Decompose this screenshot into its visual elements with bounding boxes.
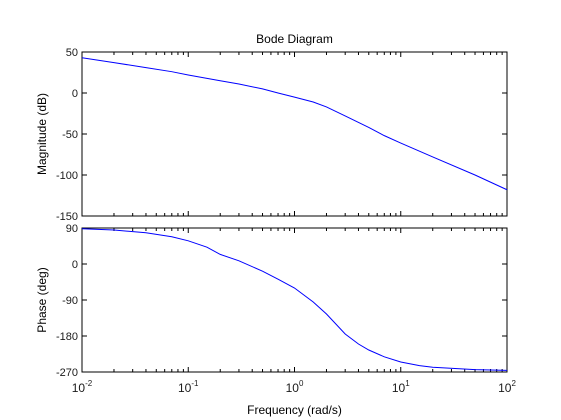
y-tick-label: -50 [62,129,78,141]
phase-plot-area [81,227,508,373]
phase-panel: 90 0 -90 -180 -270 Phase (deg) [35,223,508,379]
phase-series-line [81,228,508,371]
y-tick-label: -150 [56,211,78,223]
y-tick-label: -100 [56,170,78,182]
y-tick-label: 0 [72,88,78,100]
magnitude-panel: 50 0 -50 -100 -150 Magnitude (dB) [35,47,508,223]
magnitude-series-line [81,57,508,191]
x-tick-label: 10-1 [178,379,199,395]
phase-axis-label: Phase (deg) [35,267,49,332]
x-tick-label: 101 [392,379,410,395]
x-axis-label: Frequency (rad/s) [247,403,342,417]
y-tick-label: -270 [56,367,78,379]
x-tick-label: 100 [286,379,304,395]
magnitude-axis-label: Magnitude (dB) [35,93,49,175]
y-tick-label: -90 [62,295,78,307]
x-tick-label: 102 [498,379,516,395]
magnitude-plot-area [81,51,508,217]
y-tick-label: 0 [72,259,78,271]
x-tick-labels: 10-2 10-1 100 101 102 [72,379,517,395]
y-tick-label: 50 [66,47,78,59]
y-tick-label: 90 [66,223,78,235]
x-tick-label: 10-2 [72,379,93,395]
chart-title: Bode Diagram [256,32,333,46]
y-tick-label: -180 [56,331,78,343]
